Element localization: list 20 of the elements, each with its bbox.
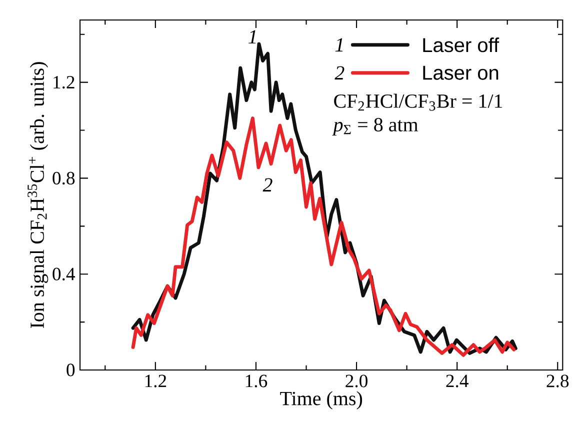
x-tick-label: 2.0: [346, 374, 368, 388]
annotation: 1: [335, 38, 343, 52]
line-series: [131, 116, 516, 357]
annotation: CF$_{2}$HCl/CF$_{3}$Br = 1/1: [334, 94, 502, 111]
annotation: 2: [262, 178, 272, 192]
x-tick-label: 1.6: [246, 374, 268, 388]
x-axis-title: Time (ms): [280, 391, 362, 410]
annotation: 1: [248, 30, 256, 44]
y-axis-title: Ion signal CF$_{2}$H$^{35}$Cl$^{+}$ (arb. units): [28, 62, 48, 328]
y-tick-label: 0: [66, 364, 75, 376]
legend-label: Laser on: [423, 66, 498, 80]
y-tick-label: 1.2: [54, 76, 74, 89]
x-tick-label: 2.8: [546, 374, 569, 388]
legend-label: Laser off: [423, 38, 500, 52]
annotation: 2: [334, 66, 344, 80]
annotation: p$_{Σ}$ = 8 atm: [332, 118, 418, 136]
y-tick-label: 0.8: [52, 172, 75, 185]
y-tick-label: 0.4: [52, 268, 76, 280]
x-tick-label: 1.2: [145, 374, 166, 388]
x-tick-label: 2.4: [446, 374, 468, 388]
